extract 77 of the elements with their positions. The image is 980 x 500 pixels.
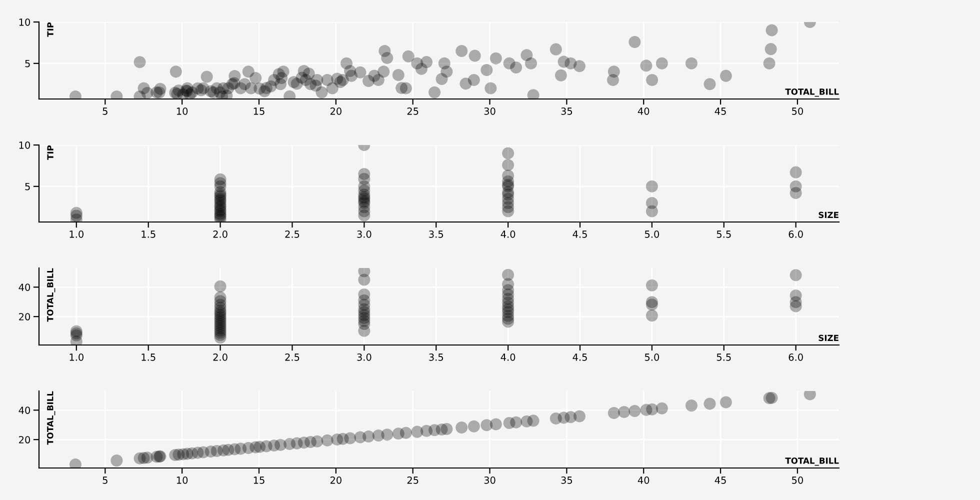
x-tick-label: 2.0: [213, 354, 228, 361]
x-tick-label: 30: [484, 476, 496, 484]
x-tick-label: 5.0: [644, 230, 660, 238]
x-axis-title: TOTAL_BILL: [785, 88, 839, 97]
x-tick-label: 2.5: [285, 230, 300, 238]
x-tick-label: 25: [407, 476, 418, 484]
y-tick-label: 40: [18, 406, 30, 414]
x-tick-label: 40: [638, 108, 650, 115]
x-tick-label: 2.5: [285, 354, 300, 361]
point: [646, 310, 658, 322]
x-tick-label: 3.0: [357, 354, 372, 361]
point: [502, 170, 514, 182]
y-tick-label: 5: [25, 183, 30, 190]
x-tick-label: 3.0: [357, 230, 372, 238]
y-tick-label: 20: [19, 313, 30, 320]
point: [502, 159, 514, 172]
y-tick-label: 20: [19, 436, 30, 444]
point: [502, 268, 514, 281]
point: [358, 288, 370, 301]
x-tick-label: 5: [102, 476, 108, 484]
y-axis-title: TIP: [47, 145, 54, 160]
x-axis-title: SIZE: [818, 212, 838, 218]
x-tick-label: 45: [714, 476, 726, 484]
x-tick-label: 4.0: [500, 230, 516, 238]
point: [790, 166, 802, 178]
x-tick-label: 4.5: [572, 354, 587, 361]
x-tick-label: 5: [102, 108, 108, 115]
x-axis-title: TOTAL_BILL: [785, 458, 839, 466]
x-tick-label: 25: [407, 108, 418, 115]
x-tick-label: 5.0: [644, 354, 660, 361]
x-tick-label: 35: [561, 476, 572, 484]
x-tick-label: 1.0: [70, 230, 84, 238]
x-tick-label: 4.5: [572, 230, 587, 238]
x-tick-label: 30: [484, 108, 496, 115]
x-tick-label: 1.0: [70, 354, 84, 361]
x-tick-label: 5.5: [716, 230, 731, 238]
x-tick-label: 1.5: [142, 230, 156, 238]
point: [646, 279, 658, 292]
x-tick-label: 2.0: [213, 230, 228, 238]
x-tick-label: 15: [254, 108, 264, 115]
y-tick-label: 10: [19, 141, 30, 149]
point: [358, 168, 370, 180]
y-tick-label: 10: [19, 18, 30, 26]
x-tick-label: 15: [254, 476, 264, 484]
x-tick-label: 4.0: [500, 354, 516, 361]
x-tick-label: 10: [176, 108, 188, 115]
point: [790, 269, 802, 282]
x-tick-label: 20: [330, 476, 342, 484]
point: [790, 290, 802, 302]
x-tick-label: 40: [638, 476, 650, 484]
x-tick-label: 1.5: [142, 354, 156, 361]
x-tick-label: 6.0: [788, 354, 803, 361]
point: [214, 291, 226, 304]
point: [70, 206, 82, 219]
x-axis-title: SIZE: [818, 334, 838, 342]
point: [646, 296, 658, 308]
x-tick-label: 3.5: [429, 230, 444, 238]
x-tick-label: 50: [792, 108, 803, 115]
point: [502, 147, 514, 160]
point: [646, 180, 658, 192]
x-tick-label: 20: [330, 108, 342, 115]
x-tick-label: 10: [176, 476, 188, 484]
y-axis-title: TIP: [47, 22, 54, 37]
x-tick-label: 45: [714, 108, 726, 115]
x-tick-label: 35: [561, 108, 572, 115]
x-tick-label: 50: [792, 476, 803, 484]
point: [790, 180, 802, 192]
x-tick-label: 6.0: [788, 230, 803, 238]
point: [214, 173, 226, 186]
y-tick-label: 40: [18, 284, 30, 291]
x-tick-label: 3.5: [429, 354, 444, 361]
point: [214, 280, 226, 292]
y-axis-title: TOTAL_BILL: [47, 391, 56, 445]
x-tick-label: 5.5: [716, 354, 731, 361]
y-tick-label: 5: [25, 60, 30, 68]
y-axis-title: TOTAL_BILL: [47, 268, 56, 322]
point: [646, 196, 658, 209]
